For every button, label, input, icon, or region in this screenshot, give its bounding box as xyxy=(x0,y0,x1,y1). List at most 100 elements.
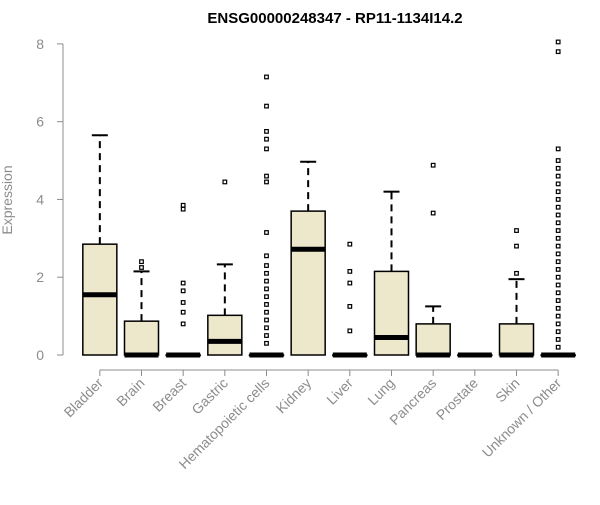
outlier-point xyxy=(555,165,561,171)
outlier-point xyxy=(555,49,561,55)
outlier-point xyxy=(555,158,561,163)
outlier-point xyxy=(555,337,561,342)
outlier-point xyxy=(430,162,436,168)
outlier-point xyxy=(264,317,269,323)
box-unknown-other xyxy=(540,39,576,358)
x-tick-label: Breast xyxy=(149,375,189,415)
x-tick-label: Bladder xyxy=(61,375,107,421)
outlier-point xyxy=(264,179,269,185)
outlier-point xyxy=(555,282,561,288)
y-axis-label: Expression xyxy=(0,165,15,234)
box-rect xyxy=(123,320,160,356)
outlier-point xyxy=(555,251,561,257)
outlier-point xyxy=(222,179,228,185)
boxes-group xyxy=(82,39,576,358)
box-skin xyxy=(498,228,535,358)
outlier-point xyxy=(264,278,269,284)
outlier-point xyxy=(555,313,561,319)
box-rect xyxy=(82,243,118,356)
outlier-point xyxy=(555,220,561,226)
outlier-point xyxy=(139,259,144,265)
outlier-point xyxy=(264,146,269,152)
outlier-point xyxy=(555,197,561,202)
outlier-point xyxy=(264,103,269,109)
outlier-point xyxy=(347,241,353,247)
box-bladder xyxy=(82,134,118,356)
outlier-point xyxy=(139,265,144,270)
outlier-point xyxy=(264,263,269,268)
outlier-point xyxy=(264,333,269,338)
y-tick-label: 8 xyxy=(36,36,44,52)
outlier-point xyxy=(514,243,519,249)
outlier-point xyxy=(264,270,269,276)
x-tick-label: Lung xyxy=(364,375,397,408)
outlier-point xyxy=(555,212,561,218)
outlier-point xyxy=(555,259,561,265)
outlier-point xyxy=(180,309,186,315)
outlier-point xyxy=(180,321,186,327)
box-liver xyxy=(332,241,368,358)
outlier-point xyxy=(264,325,269,331)
outlier-point xyxy=(264,294,269,300)
outlier-point xyxy=(555,146,561,152)
y-tick-label: 6 xyxy=(36,114,44,130)
outlier-point xyxy=(264,74,269,80)
outlier-point xyxy=(555,235,561,241)
box-rect xyxy=(415,323,451,356)
outlier-point xyxy=(555,228,561,233)
outlier-point xyxy=(555,243,561,249)
y-tick-label: 2 xyxy=(36,269,44,285)
x-tick-label: Unknown / Other xyxy=(479,375,565,461)
outlier-point xyxy=(555,298,561,303)
outlier-point xyxy=(514,270,519,276)
outlier-point xyxy=(264,253,269,259)
box-rect xyxy=(207,314,243,356)
y-tick-label: 4 xyxy=(36,191,44,207)
outlier-point xyxy=(347,280,353,286)
outlier-point xyxy=(264,286,269,292)
x-tick-label: Brain xyxy=(113,375,147,409)
outlier-point xyxy=(347,268,353,274)
box-brain xyxy=(123,259,160,358)
outlier-point xyxy=(264,340,269,346)
x-tick-label: Skin xyxy=(492,375,523,406)
outlier-point xyxy=(555,267,561,272)
outlier-point xyxy=(555,181,561,187)
outlier-point xyxy=(555,39,561,45)
box-lung xyxy=(373,190,410,356)
outlier-point xyxy=(180,288,186,294)
outlier-point xyxy=(180,206,186,212)
box-breast xyxy=(165,202,201,358)
box-kidney xyxy=(290,160,326,356)
outlier-point xyxy=(555,329,561,335)
box-rect xyxy=(290,210,326,356)
x-tick-label: Prostate xyxy=(433,375,481,423)
outlier-point xyxy=(555,173,561,179)
outlier-point xyxy=(264,309,269,315)
outlier-point xyxy=(180,280,186,286)
outlier-point xyxy=(347,303,353,309)
outlier-point xyxy=(264,128,269,134)
outlier-point xyxy=(555,189,561,195)
outlier-point xyxy=(180,202,186,208)
box-prostate xyxy=(457,352,493,358)
outlier-point xyxy=(430,210,436,216)
outlier-point xyxy=(347,328,353,334)
y-tick-label: 0 xyxy=(36,347,44,363)
x-tick-label: Liver xyxy=(323,375,356,408)
box-rect xyxy=(373,270,410,356)
box-gastric xyxy=(207,179,243,356)
outlier-point xyxy=(264,302,269,307)
box-hematopoietic-cells xyxy=(248,74,285,358)
chart-title: ENSG00000248347 - RP11-1134I14.2 xyxy=(207,10,462,27)
outlier-point xyxy=(555,321,561,327)
outlier-point xyxy=(264,136,269,142)
outlier-point xyxy=(555,290,561,296)
outlier-point xyxy=(514,228,519,233)
outlier-point xyxy=(555,344,561,350)
outlier-point xyxy=(555,305,561,311)
outlier-point xyxy=(555,204,561,210)
box-rect xyxy=(498,323,535,356)
